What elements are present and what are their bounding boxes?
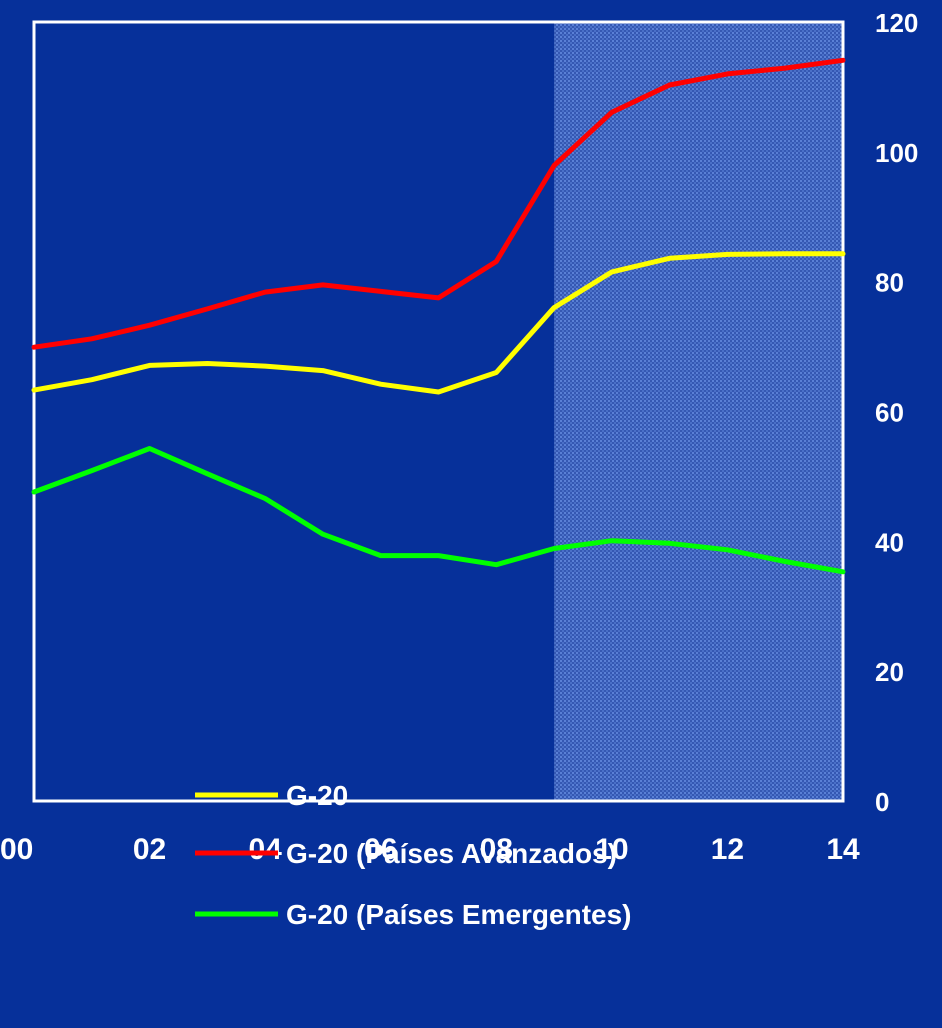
series-line-0	[31, 251, 846, 395]
x-tick-label: 02	[133, 833, 166, 866]
forecast-shaded-region	[554, 22, 843, 801]
x-tick-label: 14	[826, 833, 860, 866]
y-tick-label: 20	[875, 657, 904, 687]
y-tick-label: 120	[875, 8, 918, 38]
y-tick-label: 40	[875, 527, 904, 557]
series-line-1	[31, 57, 846, 350]
x-tick-label: 06	[364, 833, 397, 866]
legend-label-2: G-20 (Países Emergentes)	[286, 899, 632, 930]
x-tick-label: 00	[0, 833, 33, 866]
x-tick-label: 12	[711, 833, 744, 866]
legend-label-0: G-20	[286, 780, 348, 811]
series-line-2	[31, 446, 846, 575]
y-tick-label: 0	[875, 787, 889, 817]
y-tick-label: 60	[875, 398, 904, 428]
x-tick-label: 10	[595, 833, 628, 866]
x-tick-label: 04	[248, 833, 282, 866]
x-tick-label: 08	[480, 833, 513, 866]
legend-label-1: G-20 (Países Avanzados)	[286, 838, 617, 869]
y-tick-label: 100	[875, 138, 918, 168]
y-tick-label: 80	[875, 268, 904, 298]
legend: G-20 G-20 (Países Avanzados) G-20 (Países …	[195, 780, 632, 930]
axis-layer: 0 20 40 60 80 100 120 00 02 04 06 08 10 12 14	[0, 8, 918, 866]
series-layer	[31, 57, 846, 575]
plot-frame	[32, 20, 845, 803]
